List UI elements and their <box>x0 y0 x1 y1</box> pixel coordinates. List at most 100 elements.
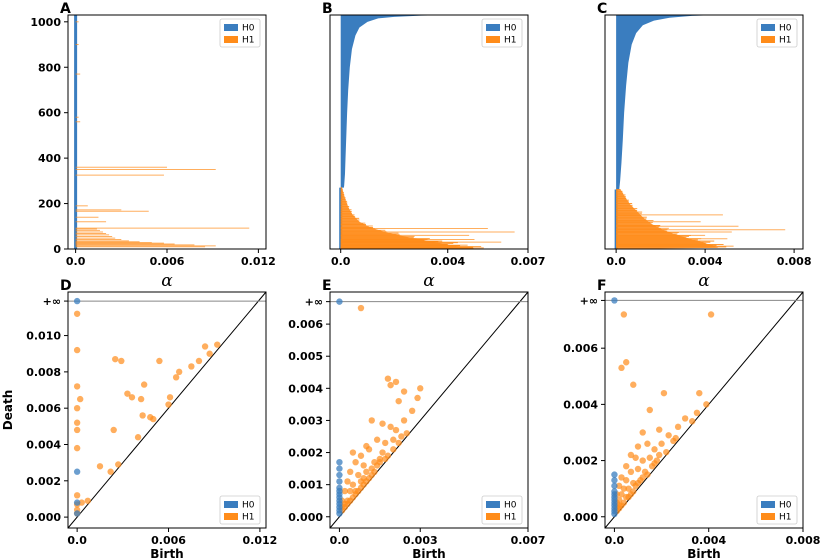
x-tick-label: 0.007 <box>511 534 546 547</box>
axes-frame <box>329 14 529 250</box>
legend-swatch-h0 <box>761 501 775 508</box>
x-axis-label: α <box>423 271 435 291</box>
h1-point <box>134 434 142 441</box>
h1-point <box>618 364 625 372</box>
h1-point <box>660 389 668 397</box>
h1-point <box>357 484 365 492</box>
y-tick-label: 0.008 <box>26 366 61 379</box>
h1-point <box>128 394 136 401</box>
legend-label-h1: H1 <box>779 36 792 46</box>
h0-bars-region <box>616 15 719 190</box>
h1-point <box>634 479 642 487</box>
h1-point <box>623 477 630 484</box>
h1-point <box>341 487 349 495</box>
h1-point <box>620 485 628 492</box>
h1-point <box>73 419 81 426</box>
h1-point <box>403 430 410 437</box>
y-tick-label: 0.005 <box>288 350 323 363</box>
infinity-tick-label: +∞ <box>580 294 598 307</box>
infinity-tick-label: +∞ <box>305 296 323 309</box>
h1-point <box>400 417 408 424</box>
h0-point <box>336 458 343 466</box>
legend-swatch-h1 <box>224 36 238 43</box>
h1-point <box>379 420 386 427</box>
h1-point <box>658 440 665 447</box>
h1-point <box>175 368 183 376</box>
h1-point <box>390 436 397 443</box>
y-tick-label: 0.003 <box>288 414 323 427</box>
h1-point <box>84 497 92 504</box>
y-tick-label: 0.002 <box>563 455 598 468</box>
h1-point <box>368 417 375 424</box>
h1-point <box>674 423 682 431</box>
h1-point <box>96 463 104 470</box>
h1-point <box>379 449 386 456</box>
h1-point <box>352 458 359 466</box>
legend-swatch-h0 <box>224 501 238 508</box>
h1-point <box>395 439 402 447</box>
h1-point <box>634 443 642 450</box>
h1-point <box>634 465 642 473</box>
h0-point <box>336 510 343 517</box>
legend-swatch-h1 <box>224 513 238 520</box>
h1-point <box>355 471 362 479</box>
h0-point <box>611 471 618 478</box>
h1-point <box>630 381 637 388</box>
h0-point <box>73 510 81 517</box>
h1-point <box>387 423 394 431</box>
panel-d: 0.0 0.006 0.012 0.000 0.002 0.004 0.006 0.008 0.… <box>1 278 277 560</box>
y-tick-label: 600 <box>38 107 61 120</box>
h1-point <box>620 311 628 318</box>
legend-label-h0: H0 <box>504 501 517 511</box>
h1-point <box>150 415 157 423</box>
legend-label-h1: H1 <box>504 36 517 46</box>
h1-point <box>639 474 646 481</box>
x-tick-label: 0.004 <box>688 255 723 268</box>
h1-point <box>107 468 114 475</box>
x-tick-label: 0.0 <box>67 534 87 547</box>
y-tick-label: 1000 <box>30 16 61 29</box>
h1-point <box>73 426 81 434</box>
h1-point <box>615 496 623 504</box>
y-tick-label: 0.001 <box>288 479 323 492</box>
h1-point <box>644 440 651 447</box>
h1-point <box>365 446 373 453</box>
h1-point <box>166 394 174 401</box>
h1-point <box>696 389 703 397</box>
h1-point <box>112 355 119 363</box>
h1-point <box>703 401 710 408</box>
legend-label-h0: H0 <box>504 24 517 34</box>
h1-point <box>124 390 131 397</box>
h1-point <box>625 485 632 492</box>
legend-swatch-h0 <box>761 24 775 31</box>
y-tick-label: 0.002 <box>288 447 323 460</box>
h1-point <box>357 452 365 459</box>
x-tick-label: 0.012 <box>241 255 276 268</box>
x-axis-label: Birth <box>150 547 183 560</box>
axes-frame <box>67 291 267 529</box>
h1-point <box>656 426 663 433</box>
y-tick-label: 0.006 <box>288 318 323 331</box>
x-axis-label: α <box>698 271 710 291</box>
h0-point <box>611 510 618 518</box>
h1-point <box>387 381 394 389</box>
h1-point <box>392 426 400 434</box>
h0-point <box>336 471 343 479</box>
x-tick-label: 0.0 <box>606 255 626 268</box>
axes-frame <box>67 14 267 250</box>
h1-point <box>417 385 424 392</box>
h1-point <box>214 341 221 348</box>
panel-letter-b: B <box>322 1 333 17</box>
h0-point <box>611 297 618 304</box>
h1-point <box>363 468 370 476</box>
y-tick-label: 800 <box>38 61 61 74</box>
panel-letter-d: D <box>60 278 72 294</box>
axes-frame <box>604 291 804 529</box>
h1-point <box>623 359 630 366</box>
h1-point <box>625 493 632 501</box>
